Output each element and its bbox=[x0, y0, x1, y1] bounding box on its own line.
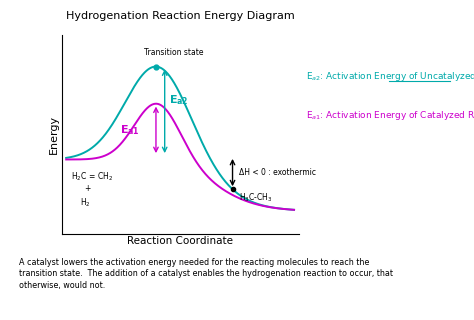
Text: E$_{a2}$: Activation Energy of Uncatalyzed Reaction: E$_{a2}$: Activation Energy of Uncatalyz… bbox=[306, 70, 474, 83]
X-axis label: Reaction Coordinate: Reaction Coordinate bbox=[127, 236, 233, 246]
Text: $\mathbf{E_{a2}}$: $\mathbf{E_{a2}}$ bbox=[169, 93, 189, 107]
Text: ΔH < 0 : exothermic: ΔH < 0 : exothermic bbox=[239, 168, 316, 177]
Text: A catalyst lowers the activation energy needed for the reacting molecules to rea: A catalyst lowers the activation energy … bbox=[19, 258, 393, 290]
Text: $\mathbf{E_{a1}}$: $\mathbf{E_{a1}}$ bbox=[119, 123, 139, 137]
Text: H$_2$: H$_2$ bbox=[80, 197, 91, 209]
Text: H$_3$C-CH$_3$: H$_3$C-CH$_3$ bbox=[239, 191, 273, 204]
Text: Hydrogenation Reaction Energy Diagram: Hydrogenation Reaction Energy Diagram bbox=[66, 11, 294, 21]
Text: Transition state: Transition state bbox=[144, 48, 204, 57]
Text: +: + bbox=[84, 184, 91, 193]
Text: E$_{a1}$: Activation Energy of Catalyzed Reaction: E$_{a1}$: Activation Energy of Catalyzed… bbox=[306, 109, 474, 122]
Text: H$_2$C = CH$_2$: H$_2$C = CH$_2$ bbox=[71, 171, 113, 183]
Y-axis label: Energy: Energy bbox=[49, 115, 59, 154]
